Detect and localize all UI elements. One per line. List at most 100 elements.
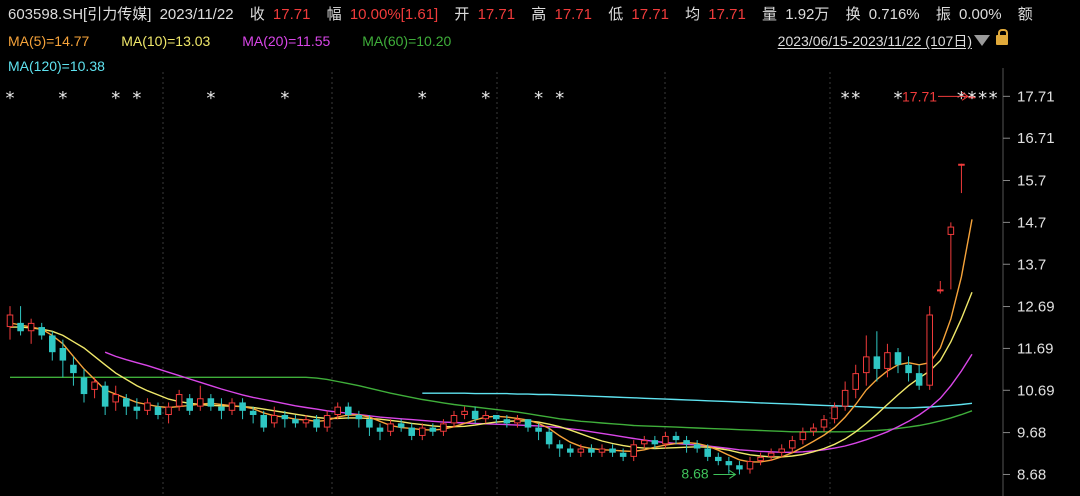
close-value: 17.71 [272,6,311,23]
candle-body [947,226,955,235]
price-axis: 17.71 16.71 15.7 14.7 13.7 12.69 11.69 10.69 9.6… [1003,88,1055,483]
candle-body [725,461,733,466]
candle-body [778,448,785,453]
candle [524,419,532,432]
candle [958,163,965,194]
candle [577,444,585,457]
ma120-line [422,392,973,409]
candle-body [334,406,341,415]
candle-body [281,415,289,420]
candle [715,452,722,466]
candle-body [746,461,754,470]
candle [133,398,141,420]
candle [757,452,764,466]
candle-body [313,419,320,428]
ma-lines [9,219,973,463]
date-range[interactable]: 2023/06/15-2023/11/22 (107日) [777,33,972,49]
candle-body [91,381,98,390]
candle [323,410,331,432]
avg-label: 均 [685,6,701,23]
quote-header: 603598.SH[引力传媒] 2023/11/22 收 17.71 幅 10.… [8,4,1080,26]
y-tick-label-1: 16.71 [1017,130,1055,147]
candle-body [260,415,267,428]
candle-body [355,415,363,420]
ma60-line [10,376,973,433]
candle [292,415,299,428]
candle [588,444,595,457]
candle [123,394,130,415]
candle [831,402,838,424]
y-tick-label-8: 9.68 [1017,425,1046,442]
candle [271,406,278,428]
candle-body [271,415,278,424]
ma-legend-row-2: MA(120)=10.38 [8,57,133,75]
candle [662,431,669,449]
candle [598,444,606,457]
candle-body [799,431,807,441]
stock-symbol: 603598.SH[引力传媒] [8,6,152,23]
candle-body [440,423,447,432]
candle-body [186,398,193,411]
candle [863,335,870,386]
candle-body [715,456,722,462]
low-value: 17.71 [631,6,669,23]
candle-body [915,373,923,386]
candle-body [630,444,637,457]
candle-body [535,427,542,432]
turnover-value: 0.716% [868,6,920,23]
candle-body [345,406,352,415]
candle-body [556,444,563,449]
y-tick-label-3: 14.7 [1017,214,1046,231]
candle [429,423,437,436]
candle-body [757,456,764,462]
candle-body [366,419,373,428]
candle [408,423,415,441]
event-marker: * [555,88,564,109]
candle [91,377,98,399]
candle [746,456,754,474]
candle-body [218,406,225,411]
candle [482,410,489,424]
candle-body [863,356,870,374]
candle-body [609,448,616,453]
candle [387,419,394,436]
candle [968,96,976,99]
open-value: 17.71 [477,6,516,23]
candle [894,348,902,374]
high-label: 高 [531,6,547,23]
candle-body [27,322,35,332]
avg-value: 17.71 [708,6,746,23]
event-marker: * [894,88,903,109]
low-arrow-icon [713,470,737,479]
range-dropdown-icon[interactable] [974,35,990,46]
candle [609,444,616,457]
change-value: 10.00%[1.61] [349,6,439,23]
candle [397,419,405,432]
candle [207,394,215,411]
candle-body [651,440,659,445]
event-marker: * [6,88,15,109]
candle-body [831,406,838,420]
candle [915,364,923,390]
ma-legend-row-1: MA(5)=14.77 MA(10)=13.03 MA(20)=11.55 MA… [8,32,479,50]
y-tick-label-6: 11.69 [1017,340,1053,357]
candle [947,222,955,290]
candle [334,402,341,420]
candle [778,444,785,457]
candle [355,410,363,428]
candle-body [662,435,669,445]
lock-icon[interactable] [996,29,1008,45]
amplitude-value: 0.00% [959,6,1002,23]
candle-body [376,427,384,432]
candle-body [767,452,775,457]
candle-body [937,289,944,292]
candle [165,402,172,424]
candle-body [852,373,859,390]
candle [725,456,733,474]
candle [630,440,637,462]
candle-body [958,163,965,166]
candle [514,415,521,428]
y-tick-label-4: 13.7 [1017,256,1046,273]
candle [260,410,267,432]
event-marker: * [978,88,987,109]
